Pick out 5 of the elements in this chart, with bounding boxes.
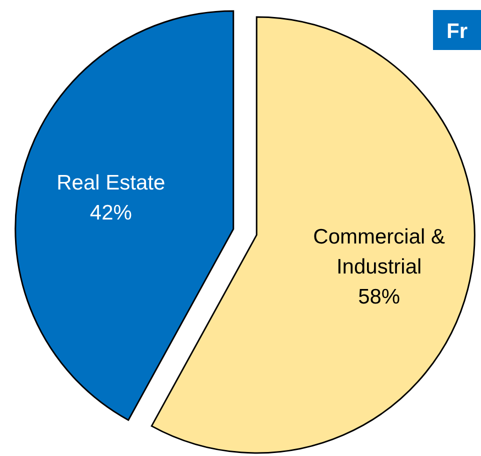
slice-label: Commercial & Industrial <box>313 225 446 278</box>
slice-label: Real Estate <box>56 172 166 195</box>
data-label: 58% <box>358 285 400 308</box>
text: Fr <box>446 20 468 43</box>
data-label: 42% <box>90 202 132 225</box>
